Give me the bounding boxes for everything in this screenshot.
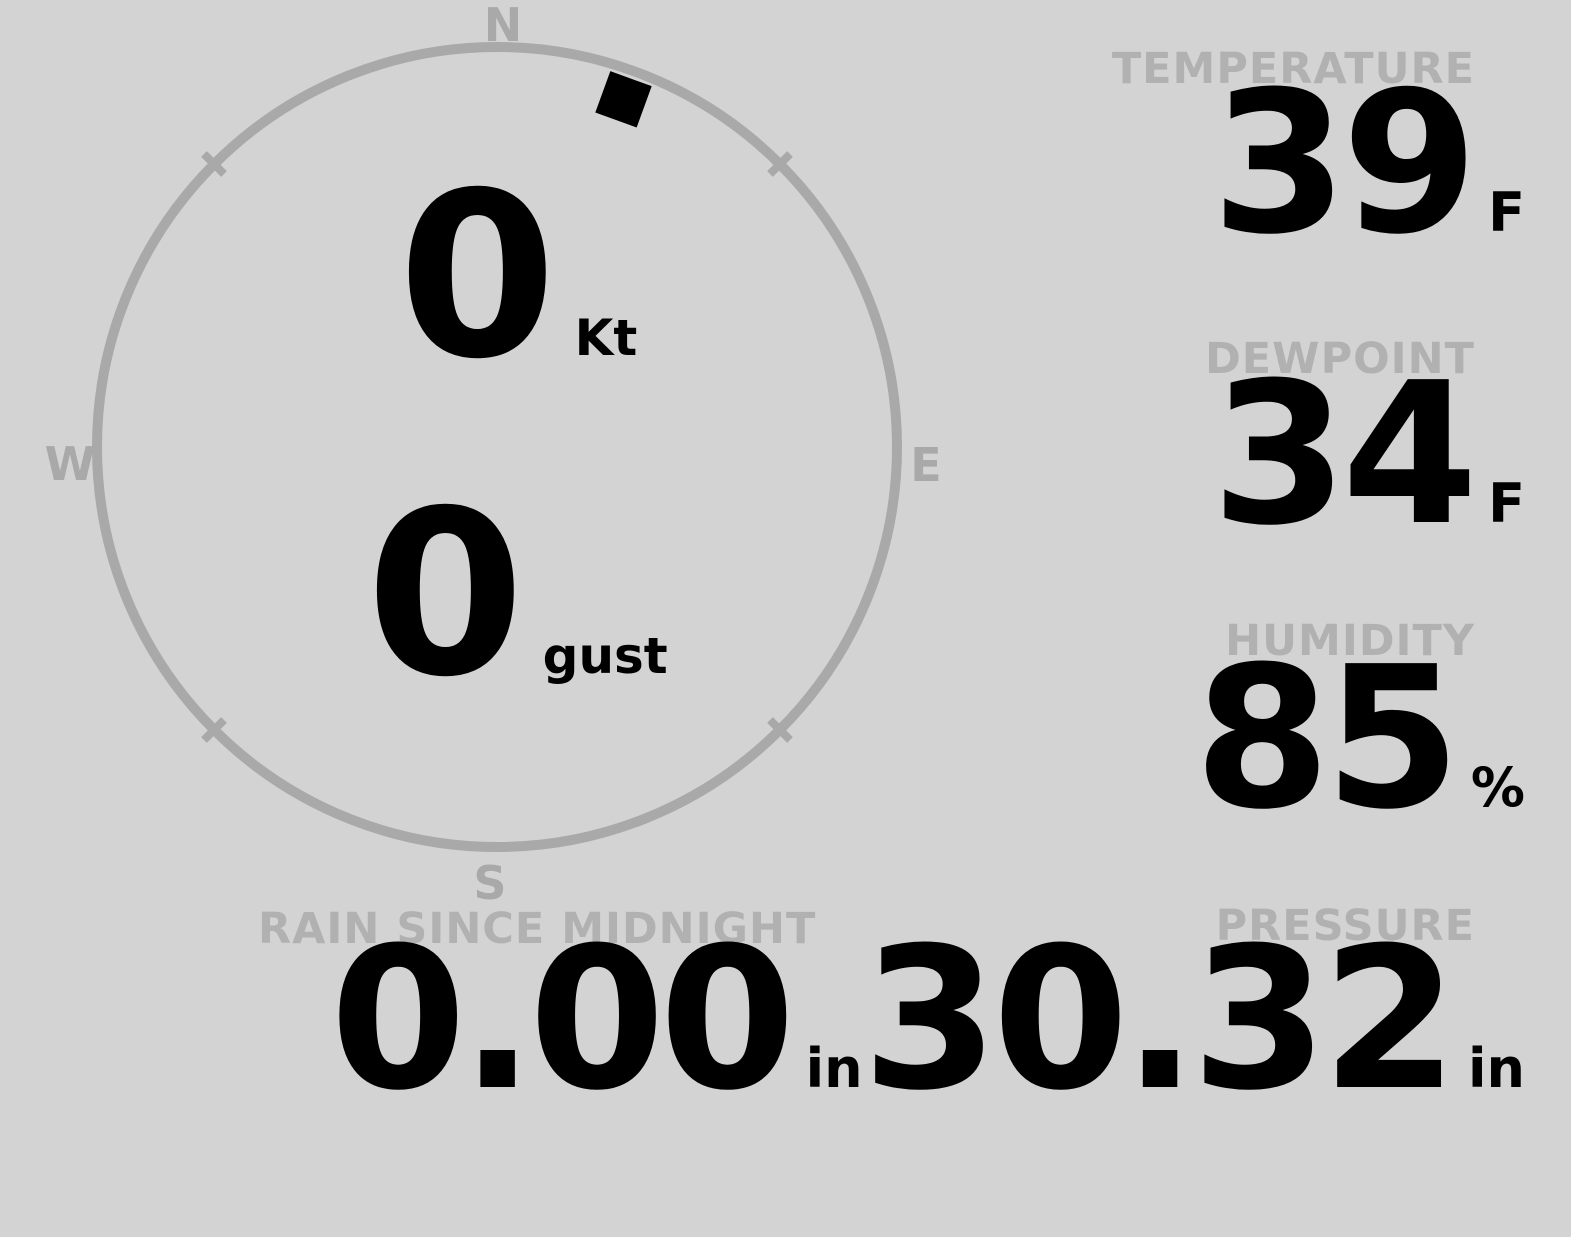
pressure-label: PRESSURE	[1215, 901, 1475, 951]
wind-speed-unit: Kt	[574, 309, 638, 367]
humidity-reading: 85 %	[1194, 641, 1525, 837]
wind-direction-marker	[595, 71, 652, 128]
compass-circle	[92, 42, 902, 852]
compass-tick-se	[767, 717, 793, 743]
pressure-reading: 30.32 in	[862, 922, 1525, 1118]
wind-speed-value: 0	[398, 143, 557, 409]
dewpoint-reading: 34 F	[1211, 357, 1525, 553]
cardinal-east-label: E	[910, 438, 941, 492]
rain-label: RAIN SINCE MIDNIGHT	[258, 904, 817, 954]
wind-gust-value: 0	[366, 461, 525, 727]
rain-unit: in	[805, 1037, 863, 1100]
cardinal-west-label: W	[45, 437, 96, 491]
pressure-unit: in	[1468, 1037, 1525, 1100]
temperature-unit: F	[1488, 181, 1525, 244]
cardinal-south-label: S	[473, 856, 506, 910]
compass-tick-sw	[201, 717, 227, 743]
humidity-value: 85	[1194, 625, 1461, 853]
pressure-value: 30.32	[862, 906, 1458, 1134]
humidity-unit: %	[1470, 756, 1525, 819]
wind-speed: 0 Kt	[398, 162, 637, 390]
temperature-value: 39	[1211, 50, 1478, 278]
dewpoint-value: 34	[1211, 341, 1478, 569]
cardinal-north-label: N	[484, 0, 523, 52]
dewpoint-unit: F	[1488, 472, 1525, 535]
dewpoint-label: DEWPOINT	[1205, 334, 1475, 384]
temperature-reading: 39 F	[1211, 66, 1525, 262]
humidity-label: HUMIDITY	[1225, 616, 1475, 666]
temperature-label: TEMPERATURE	[1111, 44, 1475, 94]
wind-gust: 0 gust	[366, 480, 668, 708]
wind-gust-unit: gust	[542, 627, 668, 685]
rain-reading: 0.00 in	[330, 922, 863, 1118]
compass-tick-ne	[767, 151, 793, 177]
rain-value: 0.00	[330, 906, 796, 1134]
wind-compass: N E S W	[45, 0, 942, 910]
compass-tick-nw	[201, 151, 227, 177]
